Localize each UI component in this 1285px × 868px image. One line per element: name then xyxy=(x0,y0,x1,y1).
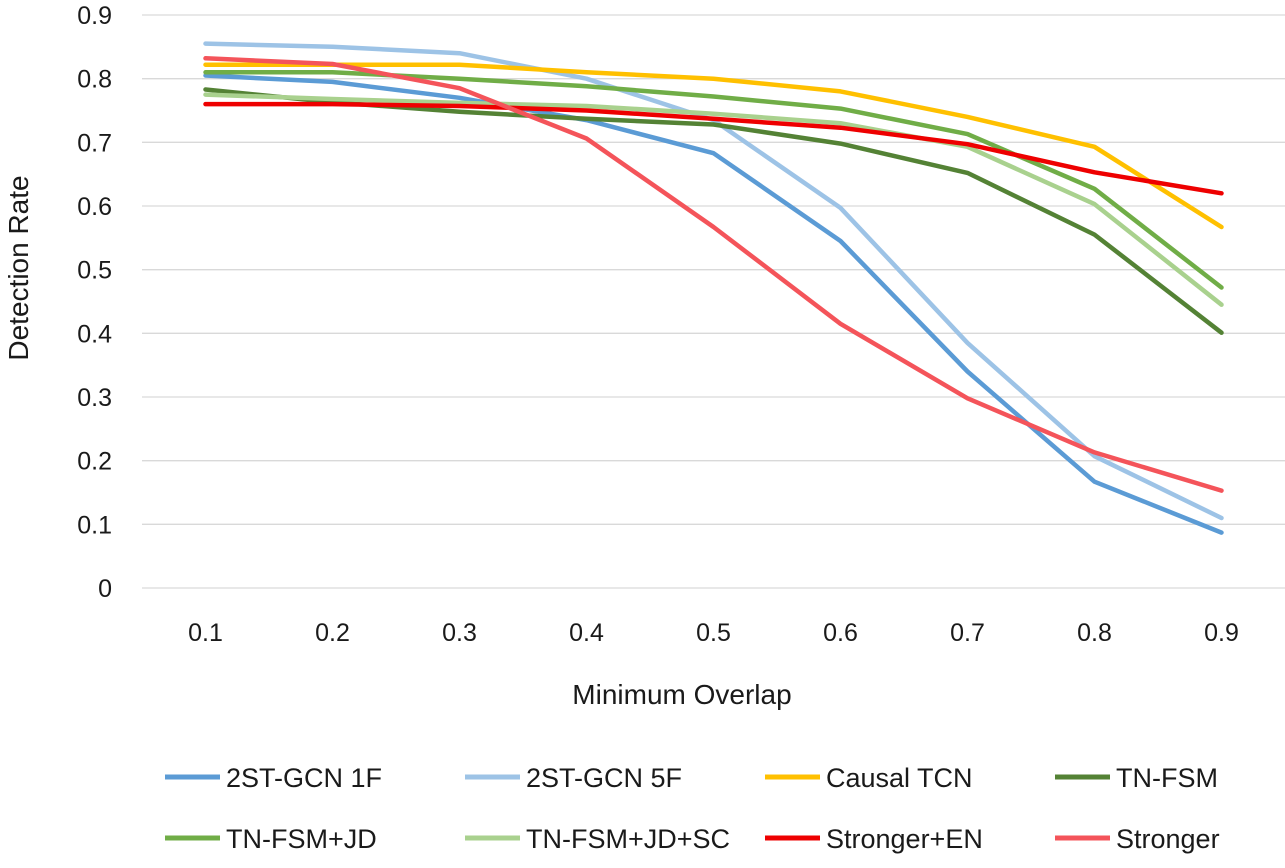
y-tick-label: 0.4 xyxy=(77,320,112,348)
legend-label: 2ST-GCN 1F xyxy=(226,763,382,793)
y-tick-label: 0.6 xyxy=(77,193,112,221)
y-tick-label: 0.1 xyxy=(77,511,112,539)
series-line-7 xyxy=(203,101,1224,196)
series-line-3 xyxy=(203,62,1224,230)
legend-label: Causal TCN xyxy=(826,763,973,793)
y-tick-label: 0.7 xyxy=(77,129,112,157)
y-tick-label: 0.8 xyxy=(77,66,112,94)
x-tick-label: 0.7 xyxy=(950,619,985,647)
legend-label: 2ST-GCN 5F xyxy=(526,763,682,793)
y-tick-label: 0.2 xyxy=(77,448,112,476)
x-tick-label: 0.9 xyxy=(1204,619,1239,647)
x-tick-label: 0.1 xyxy=(188,619,223,647)
legend: 2ST-GCN 1F 2ST-GCN 5F Causal TCN TN-FSM TN-F… xyxy=(165,763,1220,854)
y-tick-label: 0 xyxy=(98,575,112,603)
legend-label: TN-FSM+JD xyxy=(226,824,377,854)
series-line-1 xyxy=(203,73,1224,535)
legend-label: TN-FSM xyxy=(1116,763,1218,793)
series-lines xyxy=(203,41,1224,535)
x-axis-ticks: 0.1 0.2 0.3 0.4 0.5 0.6 0.7 0.8 0.9 xyxy=(188,619,1239,647)
x-tick-label: 0.2 xyxy=(315,619,350,647)
series-line-6 xyxy=(203,92,1224,307)
y-axis-ticks: 0 0.1 0.2 0.3 0.4 0.5 0.6 0.7 0.8 0.9 xyxy=(77,2,112,603)
x-tick-label: 0.5 xyxy=(696,619,731,647)
legend-label: Stronger xyxy=(1116,824,1220,854)
x-tick-label: 0.3 xyxy=(442,619,477,647)
x-tick-label: 0.8 xyxy=(1077,619,1112,647)
x-tick-label: 0.6 xyxy=(823,619,858,647)
y-axis-title: Detection Rate xyxy=(3,175,34,360)
x-tick-label: 0.4 xyxy=(569,619,604,647)
legend-label: Stronger+EN xyxy=(826,824,983,854)
legend-label: TN-FSM+JD+SC xyxy=(526,824,730,854)
series-line-5 xyxy=(203,70,1224,290)
y-tick-label: 0.3 xyxy=(77,384,112,412)
series-line-8 xyxy=(203,56,1224,493)
x-axis-title: Minimum Overlap xyxy=(572,679,791,710)
y-tick-label: 0.5 xyxy=(77,257,112,285)
series-line-4 xyxy=(203,87,1224,335)
y-tick-label: 0.9 xyxy=(77,2,112,30)
